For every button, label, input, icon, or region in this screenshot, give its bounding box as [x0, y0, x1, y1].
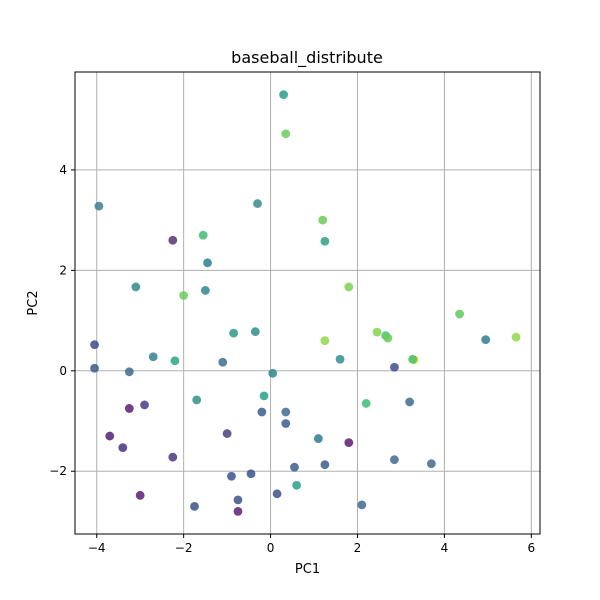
scatter-point	[481, 335, 491, 345]
scatter-point	[344, 282, 354, 292]
scatter-point	[135, 490, 145, 500]
scatter-point	[218, 357, 228, 367]
scatter-point	[124, 367, 134, 377]
scatter-point	[281, 129, 291, 139]
scatter-point	[90, 363, 99, 373]
scatter-point	[200, 286, 210, 295]
scatter-point	[281, 407, 291, 417]
scatter-point	[168, 235, 178, 245]
scatter-point	[148, 352, 158, 362]
scatter-point	[198, 230, 208, 240]
scatter-point	[192, 395, 202, 405]
scatter-point	[383, 333, 393, 343]
scatter-point	[511, 332, 521, 342]
scatter-point	[361, 399, 371, 408]
x-axis-label: PC1	[295, 562, 320, 577]
scatter-point	[257, 407, 267, 417]
y-tick-label: −2	[49, 464, 67, 478]
points-layer	[90, 90, 521, 516]
scatter-point	[118, 443, 128, 453]
scatter-point	[313, 434, 323, 443]
scatter-point	[105, 431, 115, 441]
x-tick-label: 4	[441, 541, 449, 555]
x-tick-label: 2	[354, 541, 362, 555]
scatter-point	[222, 429, 232, 438]
scatter-point	[94, 201, 104, 211]
scatter-point	[246, 469, 256, 479]
scatter-point	[320, 336, 330, 346]
scatter-point	[390, 455, 399, 465]
scatter-point	[292, 480, 302, 490]
scatter-point	[131, 282, 141, 292]
x-tick-label: −4	[88, 541, 106, 555]
scatter-point	[124, 404, 134, 413]
scatter-point	[268, 368, 278, 378]
scatter-point	[344, 438, 354, 448]
scatter-point	[250, 327, 260, 337]
x-tick-label: 0	[267, 541, 275, 555]
scatter-point	[168, 452, 178, 462]
scatter-point	[253, 199, 262, 208]
scatter-point	[272, 489, 282, 499]
scatter-point	[233, 507, 243, 516]
scatter-point	[229, 328, 239, 338]
scatter-point	[408, 354, 418, 364]
y-tick-label: 0	[59, 364, 67, 378]
scatter-point	[372, 327, 382, 337]
scatter-point	[140, 400, 149, 410]
scatter-point	[233, 495, 243, 505]
scatter-point	[227, 471, 236, 481]
scatter-point	[179, 291, 189, 300]
scatter-point	[290, 462, 299, 472]
scatter-point	[190, 501, 199, 511]
scatter-point	[279, 90, 288, 99]
x-tick-label: 6	[527, 541, 535, 555]
y-tick-label: 4	[59, 163, 67, 177]
ticks-layer: −4 −2 0 2 4 6 −2 0 2 4	[49, 163, 535, 555]
scatter-point	[90, 340, 99, 350]
scatter-point	[390, 362, 399, 372]
scatter-point	[320, 460, 330, 470]
scatter-point	[203, 258, 212, 268]
y-tick-label: 2	[59, 263, 67, 277]
scatter-point	[405, 397, 415, 407]
x-tick-label: −2	[175, 541, 193, 555]
scatter-point	[357, 500, 367, 510]
scatter-point	[170, 356, 180, 366]
scatter-point	[318, 215, 328, 225]
grid-layer	[75, 72, 540, 534]
scatter-point	[335, 354, 345, 364]
scatter-point	[281, 419, 291, 428]
scatter-point	[455, 309, 465, 319]
scatter-point	[426, 459, 436, 469]
scatter-point	[259, 391, 269, 401]
chart-title: baseball_distribute	[231, 48, 383, 68]
scatter-point	[320, 236, 330, 246]
plot-frame	[74, 71, 541, 535]
y-axis-label: PC2	[26, 290, 41, 315]
